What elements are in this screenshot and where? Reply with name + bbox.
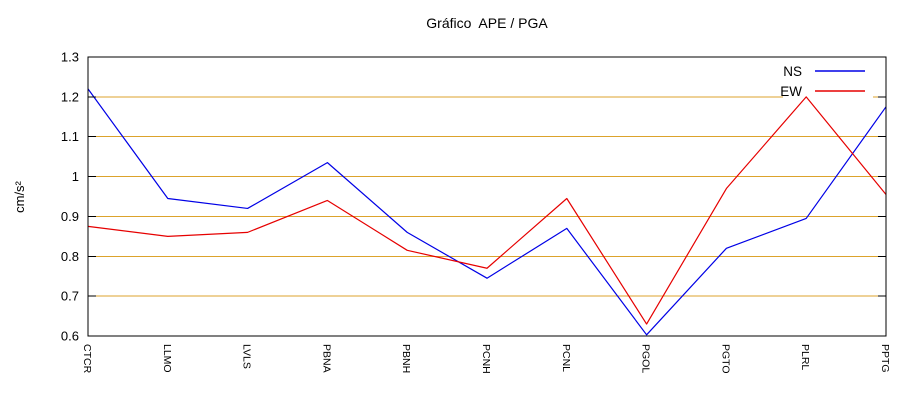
y-tick-label: 1.1 [61, 129, 79, 144]
legend-backdrop [783, 61, 873, 106]
x-tick-label: LLMO [161, 344, 173, 373]
legend: NS EW [780, 64, 865, 99]
y-tick-label: 0.7 [61, 289, 79, 304]
x-tick-label: PBNH [400, 344, 412, 373]
y-tick-label: 0.8 [61, 249, 79, 264]
y-tick-labels: 0.6 0.7 0.8 0.9 1 1.1 1.2 1.3 [61, 50, 79, 344]
y-tick-label: 0.9 [61, 209, 79, 224]
x-tick-labels: CTCR LLMO LVLS PBNA PBNH PCNH PCNL PGOL PGTO PLRL… [81, 344, 891, 374]
y-axis-label: cm/s² [12, 180, 27, 212]
x-tick-label: PPTG [879, 344, 891, 373]
y-tick-label: 0.6 [61, 329, 79, 344]
y-tick-label: 1.2 [61, 89, 79, 104]
x-tick-label: PBNA [320, 344, 332, 373]
x-tick-label: PLRL [799, 344, 811, 370]
x-tick-label: CTCR [81, 344, 93, 374]
x-tick-label: PCNH [480, 344, 492, 374]
y-tick-label: 1 [72, 169, 79, 184]
grid-lines [88, 96, 886, 297]
series-line-ew [87, 96, 887, 325]
plot-border [87, 56, 887, 337]
axis-ticks [88, 56, 886, 337]
legend-background [783, 61, 873, 106]
legend-label-ns: NS [783, 64, 802, 79]
legend-label-ew: EW [780, 84, 802, 99]
chart-title: Gráfico APE / PGA [426, 15, 548, 31]
series-line-ns [87, 88, 887, 336]
plot-border-rect [87, 56, 887, 337]
x-tick-label: LVLS [241, 344, 253, 369]
x-tick-label: PGOL [640, 344, 652, 373]
data-series [87, 88, 887, 336]
x-tick-label: PCNL [560, 344, 572, 372]
x-tick-label: PGTO [719, 344, 731, 374]
y-tick-label: 1.3 [61, 50, 79, 65]
